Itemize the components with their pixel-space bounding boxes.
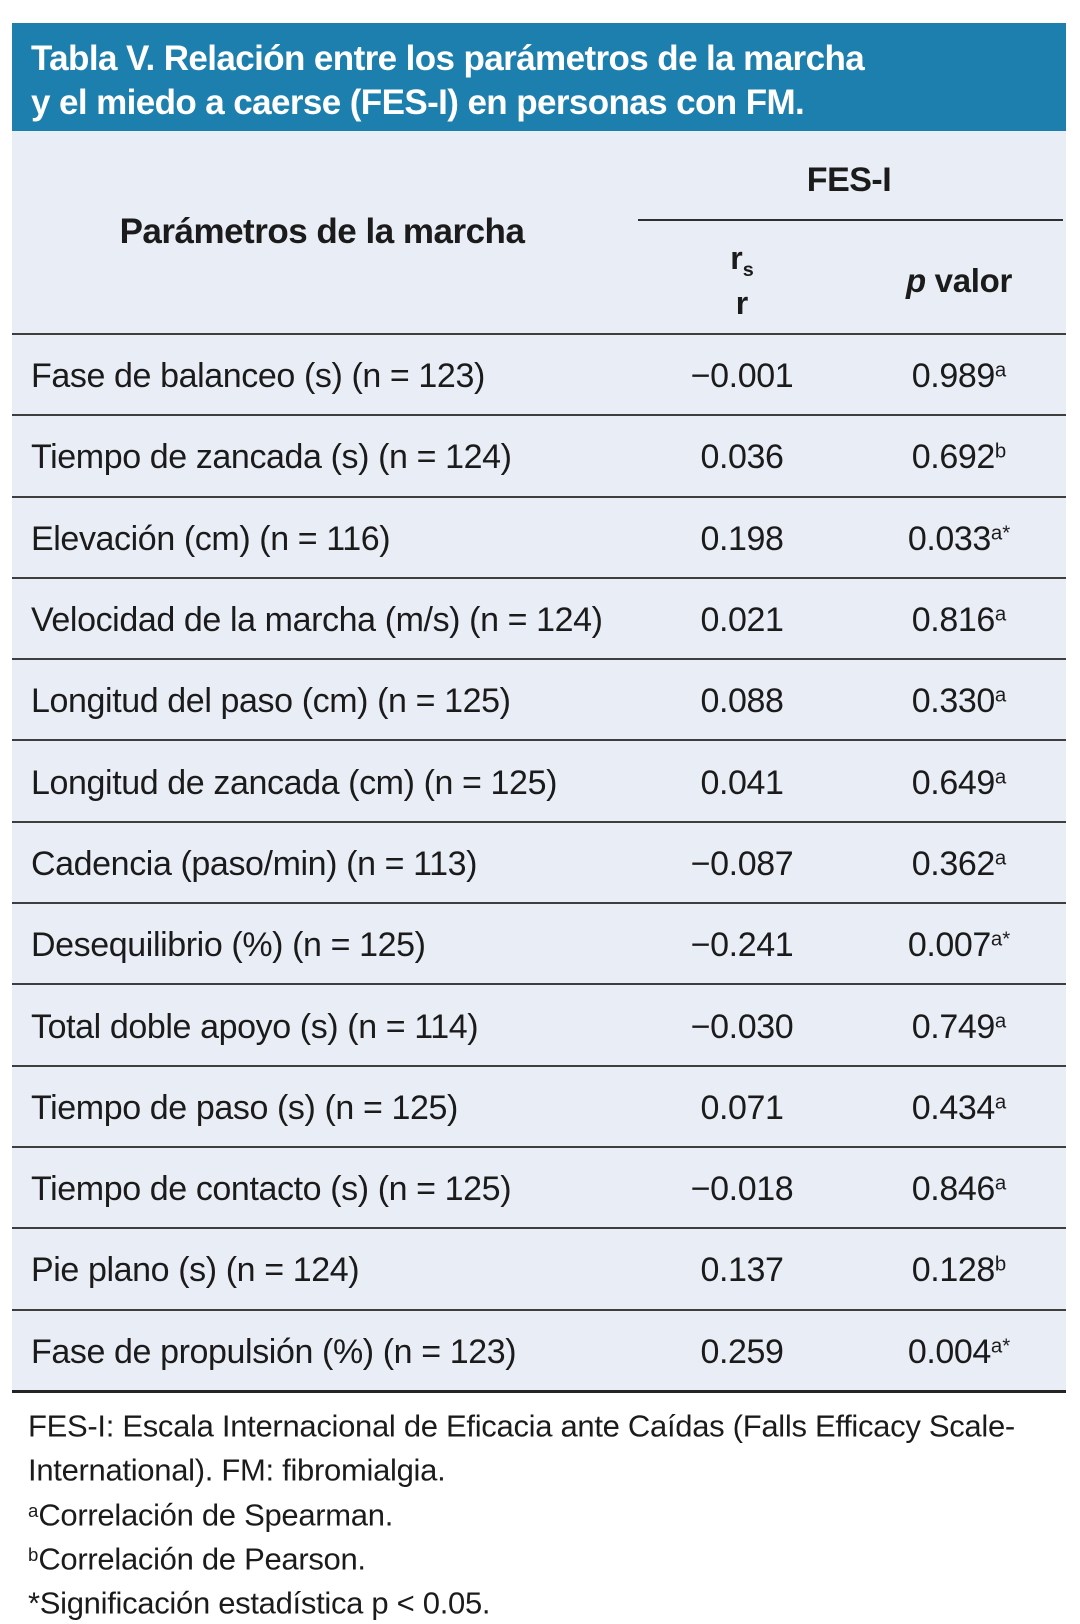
p-value-cell: 0.692b (911, 438, 1007, 477)
table-header: Parámetros de la marcha FES-I rs r p val… (12, 131, 1066, 333)
fesi-group-header: FES-I (806, 160, 892, 199)
table-row: Fase de balanceo (s) (n = 123) −0.001 0.… (12, 333, 1066, 414)
p-value-cell: 0.749a (911, 1007, 1007, 1046)
table-row: Velocidad de la marcha (m/s) (n = 124) 0… (12, 576, 1066, 658)
p-value-cell: 0.649a (911, 763, 1007, 802)
footnote-line: *Significación estadística p < 0.05. (28, 1585, 491, 1621)
sub-headers: rs r p valor (632, 221, 1066, 333)
param-cell: Velocidad de la marcha (m/s) (n = 124) (31, 601, 603, 640)
fesi-underline (638, 219, 1063, 221)
param-cell: Pie plano (s) (n = 124) (31, 1251, 360, 1290)
table-row: Desequilibrio (%) (n = 125) −0.241 0.007… (12, 902, 1066, 983)
r-value-cell: −0.001 (690, 357, 794, 396)
p-superscript: a (994, 847, 1007, 870)
table-title-bar: Tabla V. Relación entre los parámetros d… (12, 23, 1066, 131)
param-cell: Longitud de zancada (cm) (n = 125) (31, 763, 558, 802)
p-superscript: b (994, 440, 1007, 463)
p-superscript: a (994, 1172, 1007, 1195)
param-cell: Total doble apoyo (s) (n = 114) (31, 1007, 479, 1046)
p-superscript: a* (990, 522, 1011, 545)
r-value-cell: 0.071 (700, 1088, 784, 1127)
p-value-cell: 0.330a (911, 682, 1007, 721)
p-superscript: a (994, 684, 1007, 707)
r-sub-s: rs (730, 240, 754, 281)
table-row: Fase de propulsión (%) (n = 123) 0.259 0… (12, 1308, 1066, 1390)
r-value-cell: 0.036 (700, 438, 784, 477)
r-value-cell: −0.087 (690, 844, 794, 883)
r-value-cell: 0.041 (700, 763, 784, 802)
table-row: Longitud del paso (cm) (n = 125) 0.088 0… (12, 658, 1066, 739)
footnote-line: International). FM: fibromialgia. (28, 1452, 446, 1488)
p-valor-label: p valor (905, 262, 1013, 299)
table-row: Elevación (cm) (n = 116) 0.198 0.033a* (12, 495, 1066, 577)
table-row: Longitud de zancada (cm) (n = 125) 0.041… (12, 739, 1066, 820)
footnote-superscript: b (28, 1544, 39, 1566)
p-value-cell: 0.816a (911, 601, 1007, 640)
r-value-cell: 0.259 (700, 1332, 784, 1371)
p-value-cell: 0.004a* (907, 1332, 1011, 1371)
table-row: Pie plano (s) (n = 124) 0.137 0.128b (12, 1227, 1066, 1308)
fesi-column-group: FES-I rs r p valor (632, 131, 1066, 333)
p-value-cell: 0.007a* (907, 926, 1011, 965)
table-row: Total doble apoyo (s) (n = 114) −0.030 0… (12, 983, 1066, 1064)
p-superscript: a (994, 1009, 1007, 1032)
r-value-cell: −0.030 (690, 1007, 794, 1046)
param-column-header: Parámetros de la marcha (119, 212, 525, 251)
r-value-cell: 0.021 (700, 601, 784, 640)
p-value-cell: 0.846a (911, 1170, 1007, 1209)
param-cell: Tiempo de paso (s) (n = 125) (31, 1088, 458, 1127)
table-card: Tabla V. Relación entre los parámetros d… (12, 23, 1066, 1393)
r-value-cell: −0.241 (690, 926, 794, 965)
p-superscript: b (994, 1253, 1007, 1276)
param-cell: Elevación (cm) (n = 116) (31, 519, 391, 558)
table-row: Tiempo de zancada (s) (n = 124) 0.036 0.… (12, 414, 1066, 495)
r-column-header: rs r (632, 229, 852, 333)
param-cell: Fase de propulsión (%) (n = 123) (31, 1332, 517, 1371)
param-cell: Fase de balanceo (s) (n = 123) (31, 357, 485, 396)
footnote-line: FES-I: Escala Internacional de Eficacia … (28, 1408, 1015, 1444)
p-superscript: a (994, 603, 1007, 626)
param-cell: Desequilibrio (%) (n = 125) (31, 926, 426, 965)
p-superscript: a* (990, 1335, 1011, 1358)
p-superscript: a (994, 766, 1007, 789)
p-superscript: a (994, 1091, 1007, 1114)
r-plain: r (735, 284, 749, 321)
p-value-cell: 0.128b (911, 1251, 1007, 1290)
param-cell: Cadencia (paso/min) (n = 113) (31, 844, 478, 883)
param-cell: Tiempo de contacto (s) (n = 125) (31, 1170, 512, 1209)
table-row: Cadencia (paso/min) (n = 113) −0.087 0.3… (12, 820, 1066, 902)
param-cell: Tiempo de zancada (s) (n = 124) (31, 438, 512, 477)
table-title-line-1: Tabla V. Relación entre los parámetros d… (31, 39, 865, 78)
r-value-cell: 0.137 (700, 1251, 784, 1290)
footnote-line: aCorrelación de Spearman. (28, 1497, 394, 1533)
footnotes: FES-I: Escala Internacional de Eficacia … (28, 1402, 1028, 1624)
p-value-cell: 0.434a (911, 1088, 1007, 1127)
table-body: Fase de balanceo (s) (n = 123) −0.001 0.… (12, 333, 1066, 1390)
r-value-cell: 0.198 (700, 519, 784, 558)
p-superscript: a* (990, 928, 1011, 951)
p-value-cell: 0.989a (911, 357, 1007, 396)
r-value-cell: 0.088 (700, 682, 784, 721)
footnote-superscript: a (28, 1499, 39, 1521)
table-row: Tiempo de contacto (s) (n = 125) −0.018 … (12, 1145, 1066, 1227)
p-column-header: p valor (852, 229, 1066, 333)
table-title-line-2: y el miedo a caerse (FES-I) en personas … (31, 83, 805, 122)
footnote-line: bCorrelación de Pearson. (28, 1541, 366, 1577)
p-value-cell: 0.362a (911, 844, 1007, 883)
r-value-cell: −0.018 (690, 1170, 794, 1209)
p-superscript: a (994, 359, 1007, 382)
param-cell: Longitud del paso (cm) (n = 125) (31, 682, 511, 721)
table-row: Tiempo de paso (s) (n = 125) 0.071 0.434… (12, 1064, 1066, 1146)
table-area: Parámetros de la marcha FES-I rs r p val… (12, 131, 1066, 1393)
p-value-cell: 0.033a* (907, 519, 1011, 558)
